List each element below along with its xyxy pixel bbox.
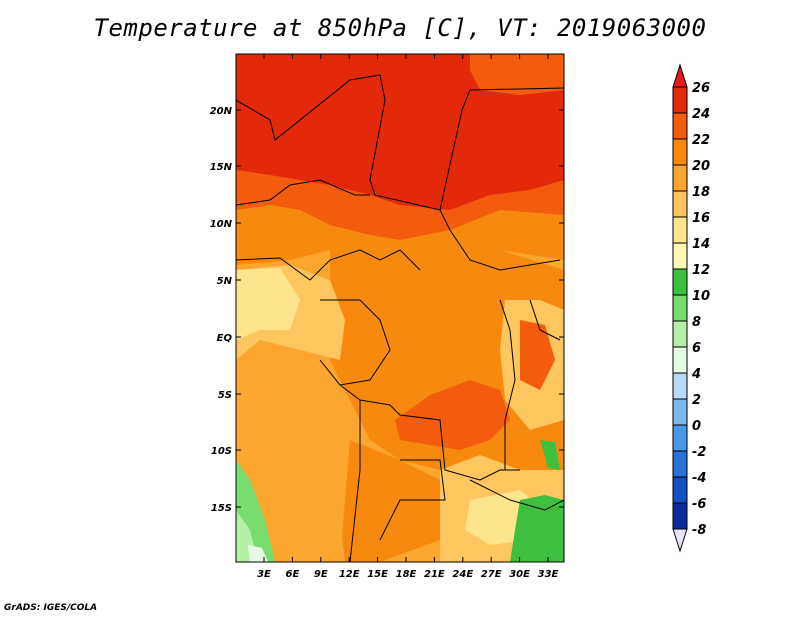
lon-label-3e: 3E (257, 569, 271, 580)
colorbar-label: 6 (692, 341, 701, 356)
lon-label-15e: 15E (367, 569, 388, 580)
lat-label-15n: 15N (210, 162, 233, 173)
tick-marks (236, 54, 564, 562)
band-22-24-northeast (470, 54, 564, 95)
lon-label-18e: 18E (396, 569, 417, 580)
colorbar-label: -8 (692, 523, 706, 538)
colorbar-swatch-6_8 (672, 320, 688, 348)
lon-label-9e: 9E (314, 569, 328, 580)
band-14-16-gulf (236, 268, 300, 340)
colorbar-label: 18 (692, 185, 710, 200)
colorbar-label: 8 (692, 315, 701, 330)
colorbar-swatch-4_6 (672, 346, 688, 374)
band-20-22-south (340, 440, 440, 562)
lon-label-21e: 21E (424, 569, 445, 580)
colorbar-label: 10 (692, 289, 710, 304)
colorbar-swatch-22_24 (672, 112, 688, 140)
colorbar-label: 0 (692, 419, 701, 434)
map-title: Temperature at 850hPa [C], VT: 201906300… (93, 14, 707, 42)
lon-label-24e: 24E (452, 569, 473, 580)
colorbar-swatch-18_20 (672, 164, 688, 192)
colorbar-swatch--4_-2 (672, 450, 688, 478)
lat-label-5s: 5S (218, 390, 232, 401)
colorbar-label: 24 (692, 107, 710, 122)
colorbar-label: 14 (692, 237, 710, 252)
colorbar-label: -4 (692, 471, 706, 486)
lat-label-15s: 15S (211, 503, 232, 514)
band-10-12-east (540, 440, 560, 470)
colorbar-swatch-12_14 (672, 242, 688, 270)
map-frame (235, 53, 565, 563)
colorbar-label: -2 (692, 445, 706, 460)
band-18-20-southwest (236, 360, 345, 562)
colorbar-swatch-20_22 (672, 138, 688, 166)
colorbar-label: -6 (692, 497, 706, 512)
lat-label-eq: EQ (217, 333, 233, 344)
colorbar-bottom-triangle (672, 528, 688, 553)
band-24-26-north (236, 54, 564, 210)
band-22-24-patch (395, 380, 510, 450)
lon-label-30e: 30E (509, 569, 530, 580)
lon-label-27e: 27E (481, 569, 502, 580)
colorbar-swatch--6_-4 (672, 476, 688, 504)
colorbar-swatch-2_4 (672, 372, 688, 400)
colorbar-swatch-0_2 (672, 398, 688, 426)
colorbar-swatch-16_18 (672, 190, 688, 218)
temperature-field (236, 54, 564, 562)
lon-label-6e: 6E (286, 569, 300, 580)
lon-label-33e: 33E (538, 569, 559, 580)
colorbar-label: 20 (692, 159, 710, 174)
colorbar-label: 16 (692, 211, 710, 226)
lat-label-10s: 10S (211, 446, 232, 457)
lon-label-12e: 12E (339, 569, 360, 580)
lat-label-5n: 5N (217, 276, 233, 287)
colorbar-label: 4 (691, 367, 701, 382)
colorbar-label: 22 (692, 133, 710, 148)
colorbar-swatch-8_10 (672, 294, 688, 322)
colorbar-swatch-24_26 (672, 86, 688, 114)
country-borders (236, 74, 564, 562)
colorbar-label: 2 (692, 393, 701, 408)
colorbar-label: 26 (692, 81, 710, 96)
colorbar-swatch--8_-6 (672, 502, 688, 530)
colorbar-top-triangle (672, 63, 688, 88)
colorbar-label: 12 (692, 263, 710, 278)
band-10-12-southeast (510, 495, 564, 562)
latitude-labels: 20N 15N 10N 5N EQ 5S 10S 15S (210, 106, 233, 514)
colorbar-swatch-14_16 (672, 216, 688, 244)
colorbar-swatch-10_12 (672, 268, 688, 296)
grads-credit: GrADS: IGES/COLA (4, 603, 98, 613)
band-4-6-southwest (248, 545, 268, 562)
lat-label-20n: 20N (210, 106, 233, 117)
colorbar-swatch--2_0 (672, 424, 688, 452)
band-22-24-lake (520, 320, 555, 390)
longitude-labels: 3E 6E 9E 12E 15E 18E 21E 24E 27E 30E 33E (257, 569, 558, 580)
lat-label-10n: 10N (210, 219, 233, 230)
